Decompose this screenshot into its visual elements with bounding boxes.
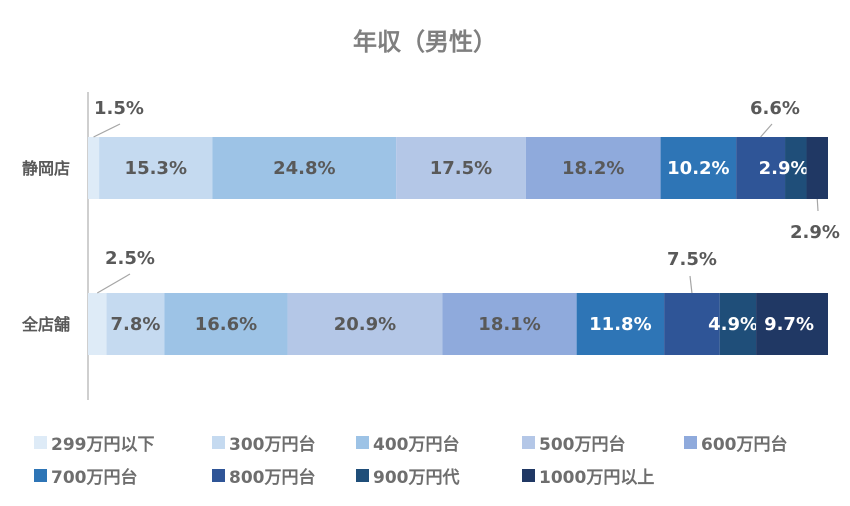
bar-segment (660, 137, 737, 199)
data-label: 4.9% (708, 314, 758, 335)
bar-segment (396, 137, 526, 199)
bar-segment (88, 137, 100, 199)
legend-item: 400万円台 (356, 430, 460, 455)
bar-segment (442, 293, 577, 355)
data-label: 2.9% (759, 158, 809, 179)
legend-label: 400万円台 (373, 435, 460, 455)
data-label: 18.2% (562, 158, 624, 179)
data-label: 7.5% (667, 249, 717, 270)
legend-label: 800万円台 (229, 468, 316, 488)
category-label: 静岡店 (22, 159, 70, 178)
legend-label: 300万円台 (229, 435, 316, 455)
legend-swatch (34, 436, 47, 449)
bar-segment (287, 293, 443, 355)
data-label: 15.3% (125, 158, 187, 179)
legend-label: 600万円台 (701, 435, 788, 455)
data-label: 24.8% (273, 158, 335, 179)
bar-segment (164, 293, 288, 355)
bar-segment (212, 137, 397, 199)
data-label: 2.5% (105, 248, 155, 269)
leader-line (96, 273, 131, 294)
bar-segment (664, 293, 720, 355)
legend-swatch (212, 469, 225, 482)
data-label: 1.5% (94, 98, 144, 119)
legend-swatch (522, 469, 535, 482)
bar-segment (756, 293, 828, 355)
data-label: 17.5% (430, 158, 492, 179)
data-label: 2.9% (790, 222, 840, 243)
data-label: 6.6% (750, 98, 800, 119)
legend-item: 299万円以下 (34, 430, 155, 455)
legend-swatch (212, 436, 225, 449)
legend-item: 300万円台 (212, 430, 316, 455)
data-label: 20.9% (334, 314, 396, 335)
bar-segment (719, 293, 757, 355)
legend-item: 500万円台 (522, 430, 626, 455)
bar-segment (785, 137, 807, 199)
legend-label: 500万円台 (539, 435, 626, 455)
data-label: 7.8% (110, 314, 160, 335)
bar-segment (806, 137, 828, 199)
data-label: 11.8% (589, 314, 651, 335)
legend-swatch (522, 436, 535, 449)
leader-line (816, 198, 819, 212)
legend-item: 600万円台 (684, 430, 788, 455)
legend-swatch (34, 469, 47, 482)
legend-item: 700万円台 (34, 463, 138, 488)
legend-item: 1000万円以上 (522, 463, 654, 488)
leader-line (760, 123, 773, 138)
bar-segment (88, 293, 107, 355)
legend-label: 900万円代 (373, 468, 460, 488)
legend-item: 900万円代 (356, 463, 460, 488)
bar-segment (576, 293, 665, 355)
bar-segment (99, 137, 213, 199)
leader-line (689, 275, 693, 294)
data-label: 9.7% (764, 314, 814, 335)
legend-swatch (356, 436, 369, 449)
data-label: 16.6% (195, 314, 257, 335)
bar-segment (106, 293, 165, 355)
legend-swatch (684, 436, 697, 449)
bar-segment (736, 137, 786, 199)
data-label: 10.2% (667, 158, 729, 179)
legend-label: 700万円台 (51, 468, 138, 488)
chart-title: 年収（男性） (353, 28, 497, 56)
leader-line (93, 123, 121, 138)
legend-item: 800万円台 (212, 463, 316, 488)
stacked-bar-plot: 静岡店 1.5% 15.3% 24.8% 17.5% 18.2% 10.2% 6.6% 2.9%… (21, 92, 840, 400)
legend-label: 1000万円以上 (539, 468, 655, 488)
legend-label: 299万円以下 (51, 435, 155, 455)
bar-segment (525, 137, 661, 199)
legend-swatch (356, 469, 369, 482)
data-label: 18.1% (478, 314, 540, 335)
category-label: 全店舗 (21, 315, 70, 334)
